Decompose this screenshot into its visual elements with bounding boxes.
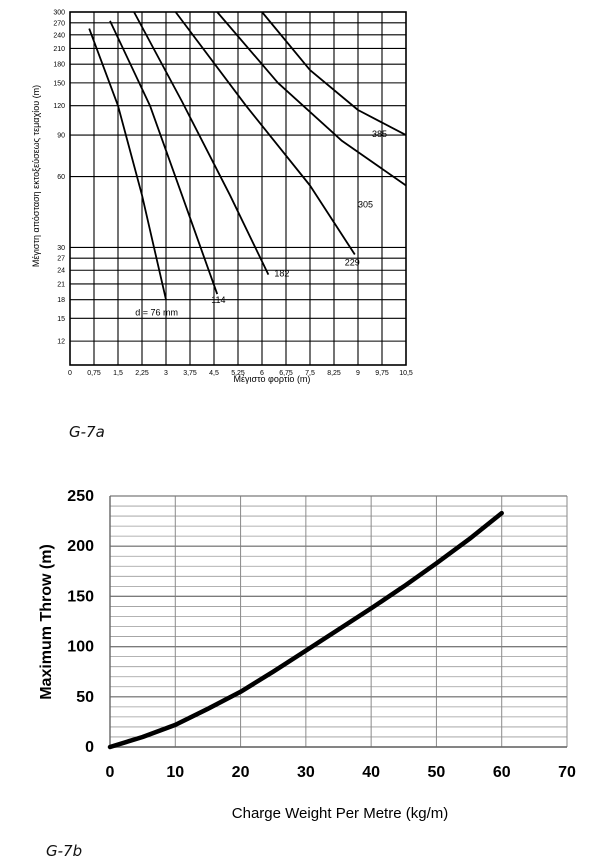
series-line <box>216 11 407 187</box>
y-tick-label: 30 <box>57 245 65 252</box>
x-tick-label: 7,5 <box>305 370 315 377</box>
chart-g7a-series: d = 76 mm 114 182 229 305 385 <box>88 11 407 318</box>
series-line <box>109 20 219 295</box>
series-label: d = 76 mm <box>135 308 178 318</box>
y-tick-label: 15 <box>57 316 65 323</box>
series-label: 182 <box>274 269 289 279</box>
series-label: 114 <box>211 295 225 305</box>
x-tick-label: 6,75 <box>279 370 293 377</box>
chart-g7b-x-axis-label: Charge Weight Per Metre (kg/m) <box>232 805 448 822</box>
series-label: 385 <box>372 129 387 139</box>
caption-g7a: G-7a <box>69 423 105 441</box>
y-tick-label: 120 <box>53 103 65 110</box>
chart-g7a-x-axis-label: Μέγιστο φορτίο (m) <box>234 374 311 384</box>
chart-g7b: 0 10 20 30 40 50 60 70 0 50 100 150 200 250 Charge We… <box>38 488 576 822</box>
x-tick-label: 8,25 <box>327 370 341 377</box>
series-line <box>174 11 356 255</box>
chart-g7b-ticks: 0 10 20 30 40 50 60 70 0 50 100 150 200 250 <box>67 488 576 781</box>
x-tick-label: 6 <box>260 370 264 377</box>
x-tick-label: 4,5 <box>209 370 219 377</box>
x-tick-label: 3,75 <box>183 370 197 377</box>
y-tick-label: 50 <box>76 689 94 706</box>
chart-g7b-grid <box>109 495 568 748</box>
series-line <box>261 11 407 136</box>
x-tick-label: 9 <box>356 370 360 377</box>
y-tick-label: 90 <box>57 133 65 140</box>
series-label: 305 <box>358 199 373 209</box>
x-tick-label: 1,5 <box>113 370 123 377</box>
y-tick-label: 12 <box>57 339 65 346</box>
x-tick-label: 30 <box>297 764 315 781</box>
x-tick-label: 20 <box>232 764 250 781</box>
chart-g7b-series <box>107 510 504 750</box>
x-tick-label: 10 <box>166 764 184 781</box>
x-tick-label: 40 <box>362 764 380 781</box>
y-tick-label: 100 <box>67 639 94 656</box>
y-tick-label: 300 <box>53 10 65 17</box>
x-tick-label: 70 <box>558 764 576 781</box>
series-label: 229 <box>345 257 360 267</box>
y-tick-label: 24 <box>57 268 65 275</box>
y-tick-label: 18 <box>57 297 65 304</box>
y-tick-label: 250 <box>67 488 94 505</box>
y-tick-label: 270 <box>53 20 65 27</box>
x-tick-label: 5,25 <box>231 370 245 377</box>
series-line <box>107 510 504 750</box>
y-tick-label: 200 <box>67 538 94 555</box>
x-tick-label: 0,75 <box>87 370 101 377</box>
chart-g7a: d = 76 mm 114 182 229 305 385 0 0,75 1,5 2,25 3 3,… <box>31 10 413 385</box>
y-tick-label: 210 <box>53 46 65 53</box>
y-tick-label: 21 <box>57 281 65 288</box>
x-tick-label: 3 <box>164 370 168 377</box>
chart-g7b-y-axis-label: Maximum Throw (m) <box>38 544 55 700</box>
y-tick-label: 180 <box>53 62 65 69</box>
y-tick-label: 150 <box>53 80 65 87</box>
y-tick-label: 60 <box>57 174 65 181</box>
y-tick-label: 150 <box>67 588 94 605</box>
y-tick-label: 240 <box>53 32 65 39</box>
y-tick-label: 27 <box>57 256 65 263</box>
x-tick-label: 0 <box>106 764 115 781</box>
y-tick-label: 0 <box>85 739 94 756</box>
x-tick-label: 9,75 <box>375 370 389 377</box>
series-line <box>133 11 270 275</box>
series-line <box>88 28 167 300</box>
chart-g7a-ticks: 0 0,75 1,5 2,25 3 3,75 4,5 5,25 6 6,75 7,5 8,25 9 9,7… <box>53 10 413 378</box>
chart-g7a-grid <box>69 11 407 366</box>
caption-g7b: G-7b <box>46 842 83 860</box>
x-tick-label: 50 <box>428 764 446 781</box>
x-tick-label: 0 <box>68 370 72 377</box>
chart-g7a-y-axis-label: Μέγιστη απόσταση εκτοξεύσεως τεμαχίου (m… <box>31 85 41 267</box>
x-tick-label: 2,25 <box>135 370 149 377</box>
x-tick-label: 10,5 <box>399 370 413 377</box>
x-tick-label: 60 <box>493 764 511 781</box>
